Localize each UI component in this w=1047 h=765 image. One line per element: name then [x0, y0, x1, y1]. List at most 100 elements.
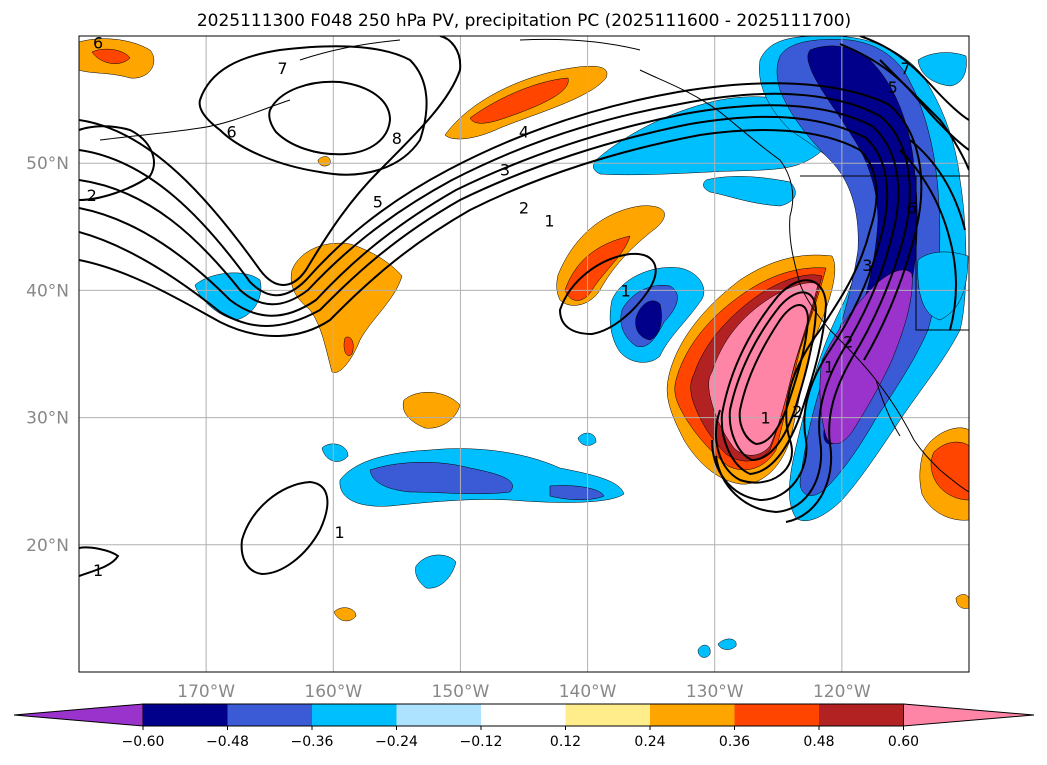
contour-label: 1 — [544, 211, 554, 230]
shade-blue-hawaii — [369, 461, 513, 495]
contour-1-central — [558, 252, 657, 336]
contour-label: 2 — [792, 402, 802, 421]
colorbar-extend-min — [13, 703, 144, 727]
shade-red-nw — [91, 48, 131, 64]
contour-label: 1 — [760, 409, 770, 428]
lon-axis-labels: 170°W 160°W 150°W 140°W 130°W 120°W — [177, 682, 871, 702]
colorbar-tick-label: −0.12 — [460, 734, 503, 750]
colorbar-tick-label: 0.36 — [719, 734, 750, 750]
contour-7 — [198, 45, 428, 176]
contour-label: 1 — [621, 281, 631, 300]
contour-label: 2 — [519, 199, 529, 218]
contour-east-5 — [859, 36, 969, 121]
chart-title: 2025111300 F048 250 hPa PV, precipitatio… — [197, 11, 851, 31]
colorbar-tick-label: 0.60 — [888, 734, 919, 750]
contour-east-2 — [909, 139, 966, 231]
contour-label: 7 — [277, 59, 287, 78]
contour-jet-2 — [79, 115, 889, 502]
colorbar-tick-label: −0.24 — [375, 734, 418, 750]
contour-label: 6 — [226, 122, 236, 141]
contour-label: 5 — [888, 78, 898, 97]
map-frame — [78, 35, 970, 673]
lon-tick-label: 140°W — [559, 682, 617, 702]
colorbar-segment — [565, 704, 651, 726]
coastline-aleutians — [99, 99, 291, 141]
shade-red-gulf — [469, 77, 569, 124]
contour-pink-3 — [720, 279, 828, 476]
contour-label: 4 — [519, 122, 529, 141]
shade-cyan-far-east — [917, 52, 967, 87]
colorbar-tick-label: 0.24 — [634, 734, 665, 750]
lat-tick-label: 40°N — [26, 281, 69, 301]
shade-cyan-small-3 — [577, 432, 597, 446]
shade-cyan-small-2 — [415, 554, 457, 589]
contour-label: 6 — [907, 199, 917, 218]
lon-tick-label: 150°W — [432, 682, 490, 702]
shade-orange-small-2 — [333, 607, 357, 622]
coastline-baja — [875, 379, 901, 437]
shade-blue-hawaii-2 — [549, 485, 605, 500]
lon-tick-label: 130°W — [686, 682, 744, 702]
colorbar-segment — [396, 704, 482, 726]
colorbar-extend-max — [903, 703, 1035, 727]
contour-jet-5 — [79, 82, 923, 361]
contour-label: 1 — [335, 523, 345, 542]
contour-east-4 — [839, 43, 969, 151]
coastline-alaska — [299, 38, 641, 61]
colorbar-segment — [650, 704, 735, 726]
lat-tick-label: 20°N — [26, 536, 69, 556]
contour-8 — [268, 80, 392, 156]
contour-label: 1 — [824, 358, 834, 377]
contour-6 — [79, 36, 462, 286]
shade-cyan-coast-2 — [703, 176, 796, 207]
contour-label: 6 — [93, 33, 103, 52]
colorbar-segment — [312, 704, 397, 726]
contour-jet-3 — [79, 104, 900, 514]
colorbar-tick-label: −0.60 — [122, 734, 165, 750]
contour-label: 3 — [862, 256, 872, 275]
lat-axis-labels: 20°N 30°N 40°N 50°N — [26, 154, 69, 556]
colorbar-tick-label: −0.36 — [291, 734, 334, 750]
lon-tick-label: 160°W — [304, 682, 362, 702]
colorbar-segment — [819, 704, 904, 726]
contour-pink-1 — [738, 304, 810, 446]
contour-pink-2 — [728, 291, 818, 462]
lon-tick-label: 170°W — [177, 682, 235, 702]
pv-contours — [79, 36, 969, 577]
contour-label: 2 — [843, 332, 853, 351]
lat-tick-label: 50°N — [26, 154, 69, 174]
contour-1-south — [240, 480, 329, 576]
shade-pink-big — [708, 282, 819, 456]
contour-east-1 — [899, 149, 957, 331]
lat-tick-label: 30°N — [26, 409, 69, 429]
colorbar-tick-label: −0.48 — [206, 734, 249, 750]
colorbar-segment — [143, 704, 228, 726]
shade-red-central — [343, 336, 354, 356]
colorbar-frame — [142, 703, 904, 727]
colorbar-tick-label: 0.48 — [803, 734, 834, 750]
shade-cyan-small-5 — [717, 638, 737, 650]
contour-label: 3 — [500, 161, 510, 180]
contour-label: 7 — [900, 59, 910, 78]
contour-2-west — [79, 125, 155, 201]
coastline-na — [639, 69, 969, 493]
shade-cyan-small-1 — [321, 443, 349, 462]
colorbar-segment — [734, 704, 820, 726]
contour-1-sw — [79, 546, 120, 577]
shade-orange-mid — [402, 391, 461, 429]
contour-label: 2 — [87, 186, 97, 205]
colorbar: −0.60 −0.48 −0.36 −0.24 −0.12 0.12 0.24 0.36 0.4… — [13, 703, 1035, 750]
coastlines — [99, 38, 969, 493]
shade-orange-central — [290, 242, 403, 373]
lon-tick-label: 120°W — [813, 682, 871, 702]
contour-label: 8 — [392, 129, 402, 148]
colorbar-segment — [227, 704, 313, 726]
contour-label: 1 — [93, 561, 103, 580]
colorbar-tick-label: 0.12 — [550, 734, 581, 750]
shade-orange-small-3 — [955, 594, 969, 609]
colorbar-segment — [481, 704, 566, 726]
shade-navy-mid — [635, 300, 662, 341]
